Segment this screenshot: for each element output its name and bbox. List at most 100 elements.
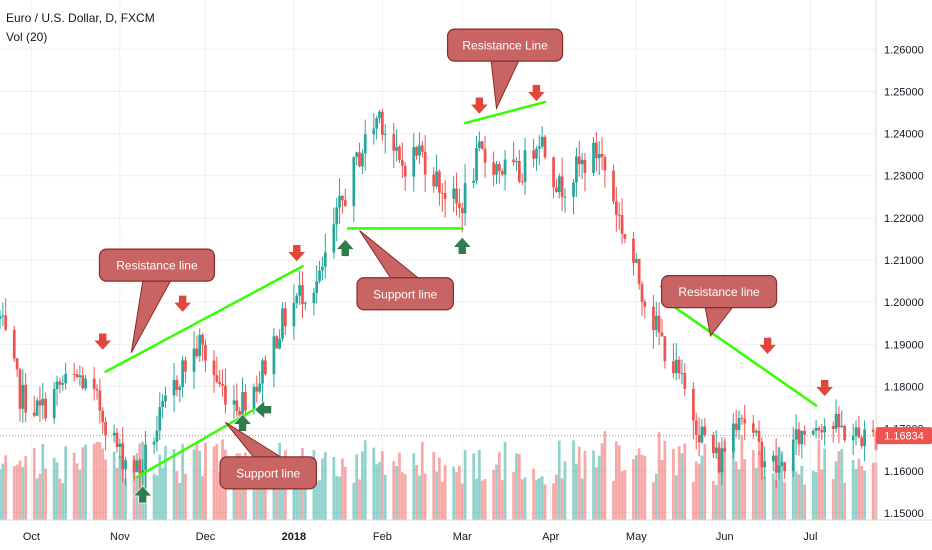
volume-bar [358,479,361,520]
callout-label: Resistance line [116,259,198,273]
x-tick-label: Apr [542,531,559,543]
volume-bar [771,473,775,520]
volume-bar [797,474,801,520]
volume-bar [515,453,518,520]
candle-body [654,315,658,331]
volume-bar [483,479,487,520]
price-axis[interactable]: 1.26000 1.25000 1.24000 1.23000 1.22000 1.210… [884,44,924,520]
candle-body [278,338,281,349]
volume-bar [78,469,82,520]
candle-body [555,187,558,193]
candle-body [438,171,441,193]
callout-joint [491,51,520,61]
volume-bar [178,483,182,520]
candle-body [683,373,687,389]
candle-body [720,448,724,473]
candle-body [495,164,498,175]
volume-bar [258,476,262,520]
candle-body [232,400,236,405]
candle-body [703,426,707,435]
volume-bar [398,452,401,520]
candle-body [754,430,758,433]
volume-bar [44,468,48,520]
y-tick-label: 1.16000 [884,466,924,478]
volume-bar [774,480,778,520]
candle-body [378,111,381,119]
candle-body [164,395,167,402]
candle-body [1,315,5,317]
candle-body [138,460,142,474]
volume-bar [24,456,28,520]
trendlines [104,100,818,479]
resistance-trendline[interactable] [669,303,818,407]
volume-bar [35,478,39,520]
y-tick-label: 1.18000 [884,381,924,393]
volume-bar [423,473,427,520]
candle-body [632,238,635,263]
candle-body [4,315,8,330]
volume-bar [212,446,216,520]
volume-bar [560,478,564,520]
candle-body [480,141,484,149]
volume-bar [392,461,396,520]
volume-bar [232,461,236,520]
volume-bar [275,484,279,520]
volume-bar [335,476,339,520]
volume-bar [814,472,818,520]
resistance-trendline[interactable] [463,100,547,125]
candle-body [694,420,698,435]
candle-body [760,441,764,468]
candle-body [392,133,396,151]
candle-body [24,384,28,413]
volume-bar [378,461,381,520]
candle-body [572,182,575,197]
volume-bar [557,440,561,520]
arrow-up-icon [132,485,153,504]
callout-box[interactable] [98,248,216,282]
candle-body [463,183,467,214]
callout-box[interactable] [356,277,454,311]
volume-bar [800,465,804,520]
candle-body [543,136,547,158]
candle-body [617,214,621,216]
support-trendline[interactable] [135,408,256,479]
volume-bar [58,478,62,520]
volume-bar [777,446,781,520]
time-axis[interactable]: Oct Nov Dec 2018 Feb Mar Apr May Jun Jul [23,531,818,543]
candle-body [483,148,487,163]
candle-body [92,378,96,389]
volume-bar [640,454,644,520]
volume-bar [537,478,541,520]
volume-bar [64,446,67,520]
volume-bar [654,473,658,520]
callout-box[interactable] [660,275,778,309]
candle-body [281,308,284,339]
candle-body [152,441,156,445]
arrow-down-icon [469,96,490,115]
volume-bar [743,459,747,520]
volume-bar [563,461,567,520]
candle-body [58,381,62,385]
volume-bar [780,451,784,520]
volume-bar [443,464,447,520]
volume-bar [723,440,727,520]
volume-bar [361,451,364,520]
volume-bar [843,482,846,520]
volume-bar [92,443,96,520]
resistance-trendline[interactable] [104,265,304,373]
candle-body [700,426,704,443]
arrow-down-icon [172,294,193,313]
y-tick-label: 1.19000 [884,339,924,351]
candle-body [843,425,846,441]
candle-body [583,159,587,173]
callout-box[interactable] [446,28,564,62]
candle-body [303,303,307,305]
candle-body [101,410,105,423]
candle-body [592,142,595,173]
volume-bar [458,465,461,520]
volume-bar [124,478,127,520]
callout-box[interactable] [219,456,318,490]
volume-bar [580,478,584,520]
candle-body [834,413,838,429]
